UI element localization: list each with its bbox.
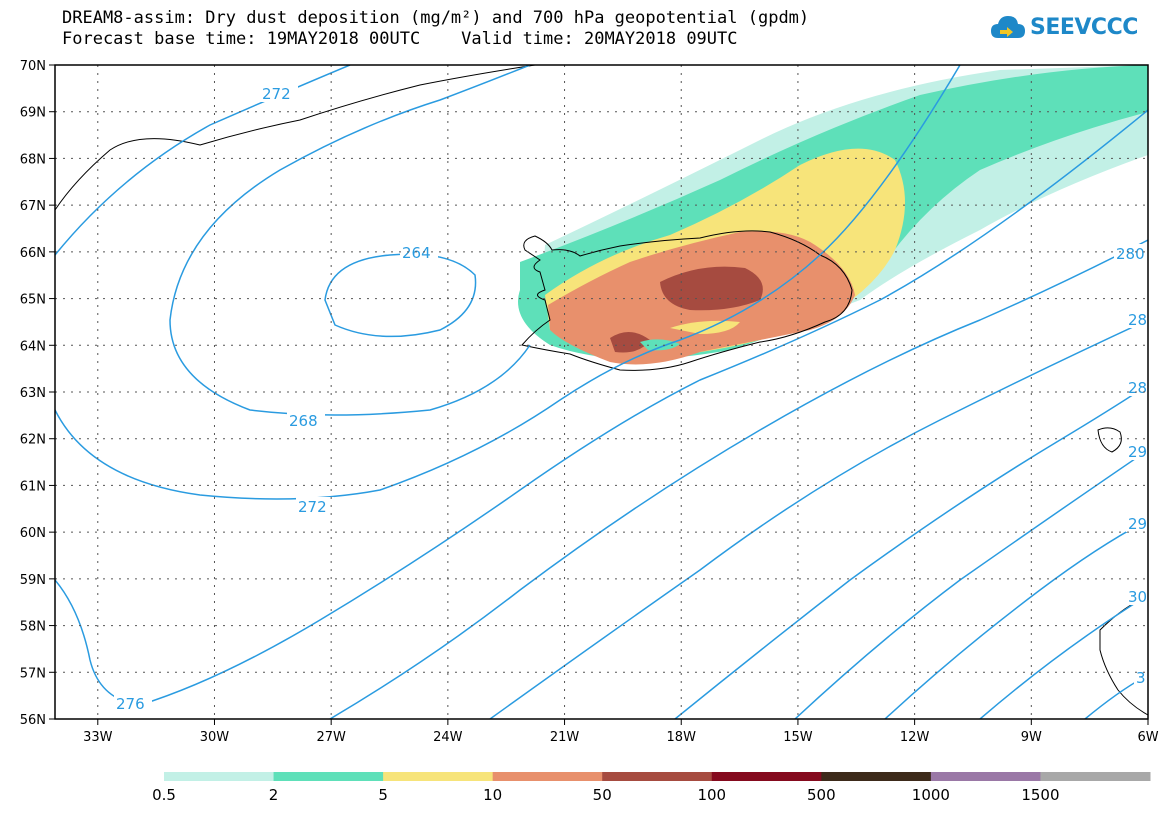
lat-label: 59N (20, 573, 46, 588)
lat-label: 60N (20, 526, 46, 541)
colorbar-segment (1040, 772, 1151, 781)
contour-label: 268 (289, 412, 318, 430)
dust-deposition-layer (518, 65, 1148, 365)
contour-label: 280 (1116, 245, 1145, 263)
dust-band-50b (610, 331, 650, 353)
contour-label: 272 (298, 498, 327, 516)
colorbar-tick-label: 100 (697, 786, 726, 804)
colorbar-tick-label: 10 (483, 786, 502, 804)
faroe-coastline (1097, 427, 1122, 453)
colorbar-tick-label: 2 (269, 786, 279, 804)
contour-label: 264 (402, 244, 431, 262)
geopotential-contours (55, 65, 1148, 719)
contour-280 (329, 239, 1148, 719)
colorbar-tick-label: 50 (593, 786, 612, 804)
lat-label: 70N (20, 59, 46, 74)
colorbar-segment (492, 772, 603, 781)
colorbar: 0.5 2 5 10 50 100 500 1000 1500 (152, 772, 1151, 804)
dust-band-50 (660, 266, 763, 311)
lat-label: 63N (20, 386, 46, 401)
colorbar-tick-label: 5 (378, 786, 388, 804)
lon-label: 30W (200, 730, 230, 745)
colorbar-segment (164, 772, 275, 781)
contour-label: 28 (1128, 311, 1147, 329)
contour-label: 28 (1128, 379, 1147, 397)
cloud-icon (991, 16, 1025, 38)
lat-label: 62N (20, 433, 46, 448)
colorbar-tick-label: 0.5 (152, 786, 176, 804)
lat-label: 66N (20, 246, 46, 261)
contour-label: 276 (116, 695, 145, 713)
colorbar-tick-label: 1500 (1021, 786, 1059, 804)
iceland-coastline (521, 230, 853, 371)
colorbar-tick-label: 1000 (912, 786, 950, 804)
lat-label: 64N (20, 339, 46, 354)
colorbar-segment (711, 772, 822, 781)
lon-label: 9W (1021, 730, 1042, 745)
contour-272-south (55, 65, 961, 500)
contour-label: 3 (1136, 669, 1146, 687)
map-frame (54, 64, 1149, 720)
contour-label: 29 (1128, 515, 1147, 533)
lat-label: 69N (20, 106, 46, 121)
contour-272-north (55, 65, 351, 256)
contour-288b (884, 519, 1148, 719)
lat-label: 57N (20, 666, 46, 681)
lon-label: 18W (667, 730, 697, 745)
colorbar-segment (383, 772, 494, 781)
contour-label: 30 (1128, 588, 1147, 606)
lon-label: 33W (83, 730, 113, 745)
contour-268 (169, 65, 531, 416)
lat-label: 61N (20, 479, 46, 494)
colorbar-segment (273, 772, 384, 781)
lon-label: 27W (316, 730, 346, 745)
lon-label: 6W (1137, 730, 1158, 745)
contour-284a (489, 319, 1148, 719)
graticule (55, 65, 1148, 719)
contour-292 (979, 594, 1148, 719)
contour-284b (674, 384, 1148, 719)
colorbar-segment (821, 772, 932, 781)
greenland-coastline (54, 64, 536, 211)
colorbar-tick-label: 500 (807, 786, 836, 804)
lat-label: 68N (20, 152, 46, 167)
lon-label: 15W (783, 730, 813, 745)
contour-label-group: 272 264 268 272 276 280 28 28 29 29 30 3 (114, 84, 1148, 713)
colorbar-segment (602, 772, 713, 781)
lat-label: 65N (20, 293, 46, 308)
contour-label: 29 (1128, 443, 1147, 461)
seevccc-logo: SEEVCCC (990, 14, 1138, 40)
lon-label: 24W (433, 730, 463, 745)
lon-label: 12W (900, 730, 930, 745)
colorbar-segment (930, 772, 1041, 781)
contour-264 (324, 253, 477, 338)
lat-label: 67N (20, 199, 46, 214)
map-subtitle: Forecast base time: 19MAY2018 00UTC Vali… (62, 29, 738, 49)
lat-label: 58N (20, 620, 46, 635)
lon-label: 21W (550, 730, 580, 745)
scotland-coastline (1099, 599, 1149, 716)
contour-288a (794, 449, 1148, 719)
logo-text: SEEVCCC (1030, 14, 1138, 40)
map-title: DREAM8-assim: Dry dust deposition (mg/m²… (62, 8, 810, 28)
lat-label: 56N (20, 713, 46, 728)
axis-ticks: 33W 30W 27W 24W 21W 18W 15W 12W 9W 6W 70N 69N 68N 67N… (20, 59, 1159, 745)
contour-label: 272 (262, 85, 291, 103)
